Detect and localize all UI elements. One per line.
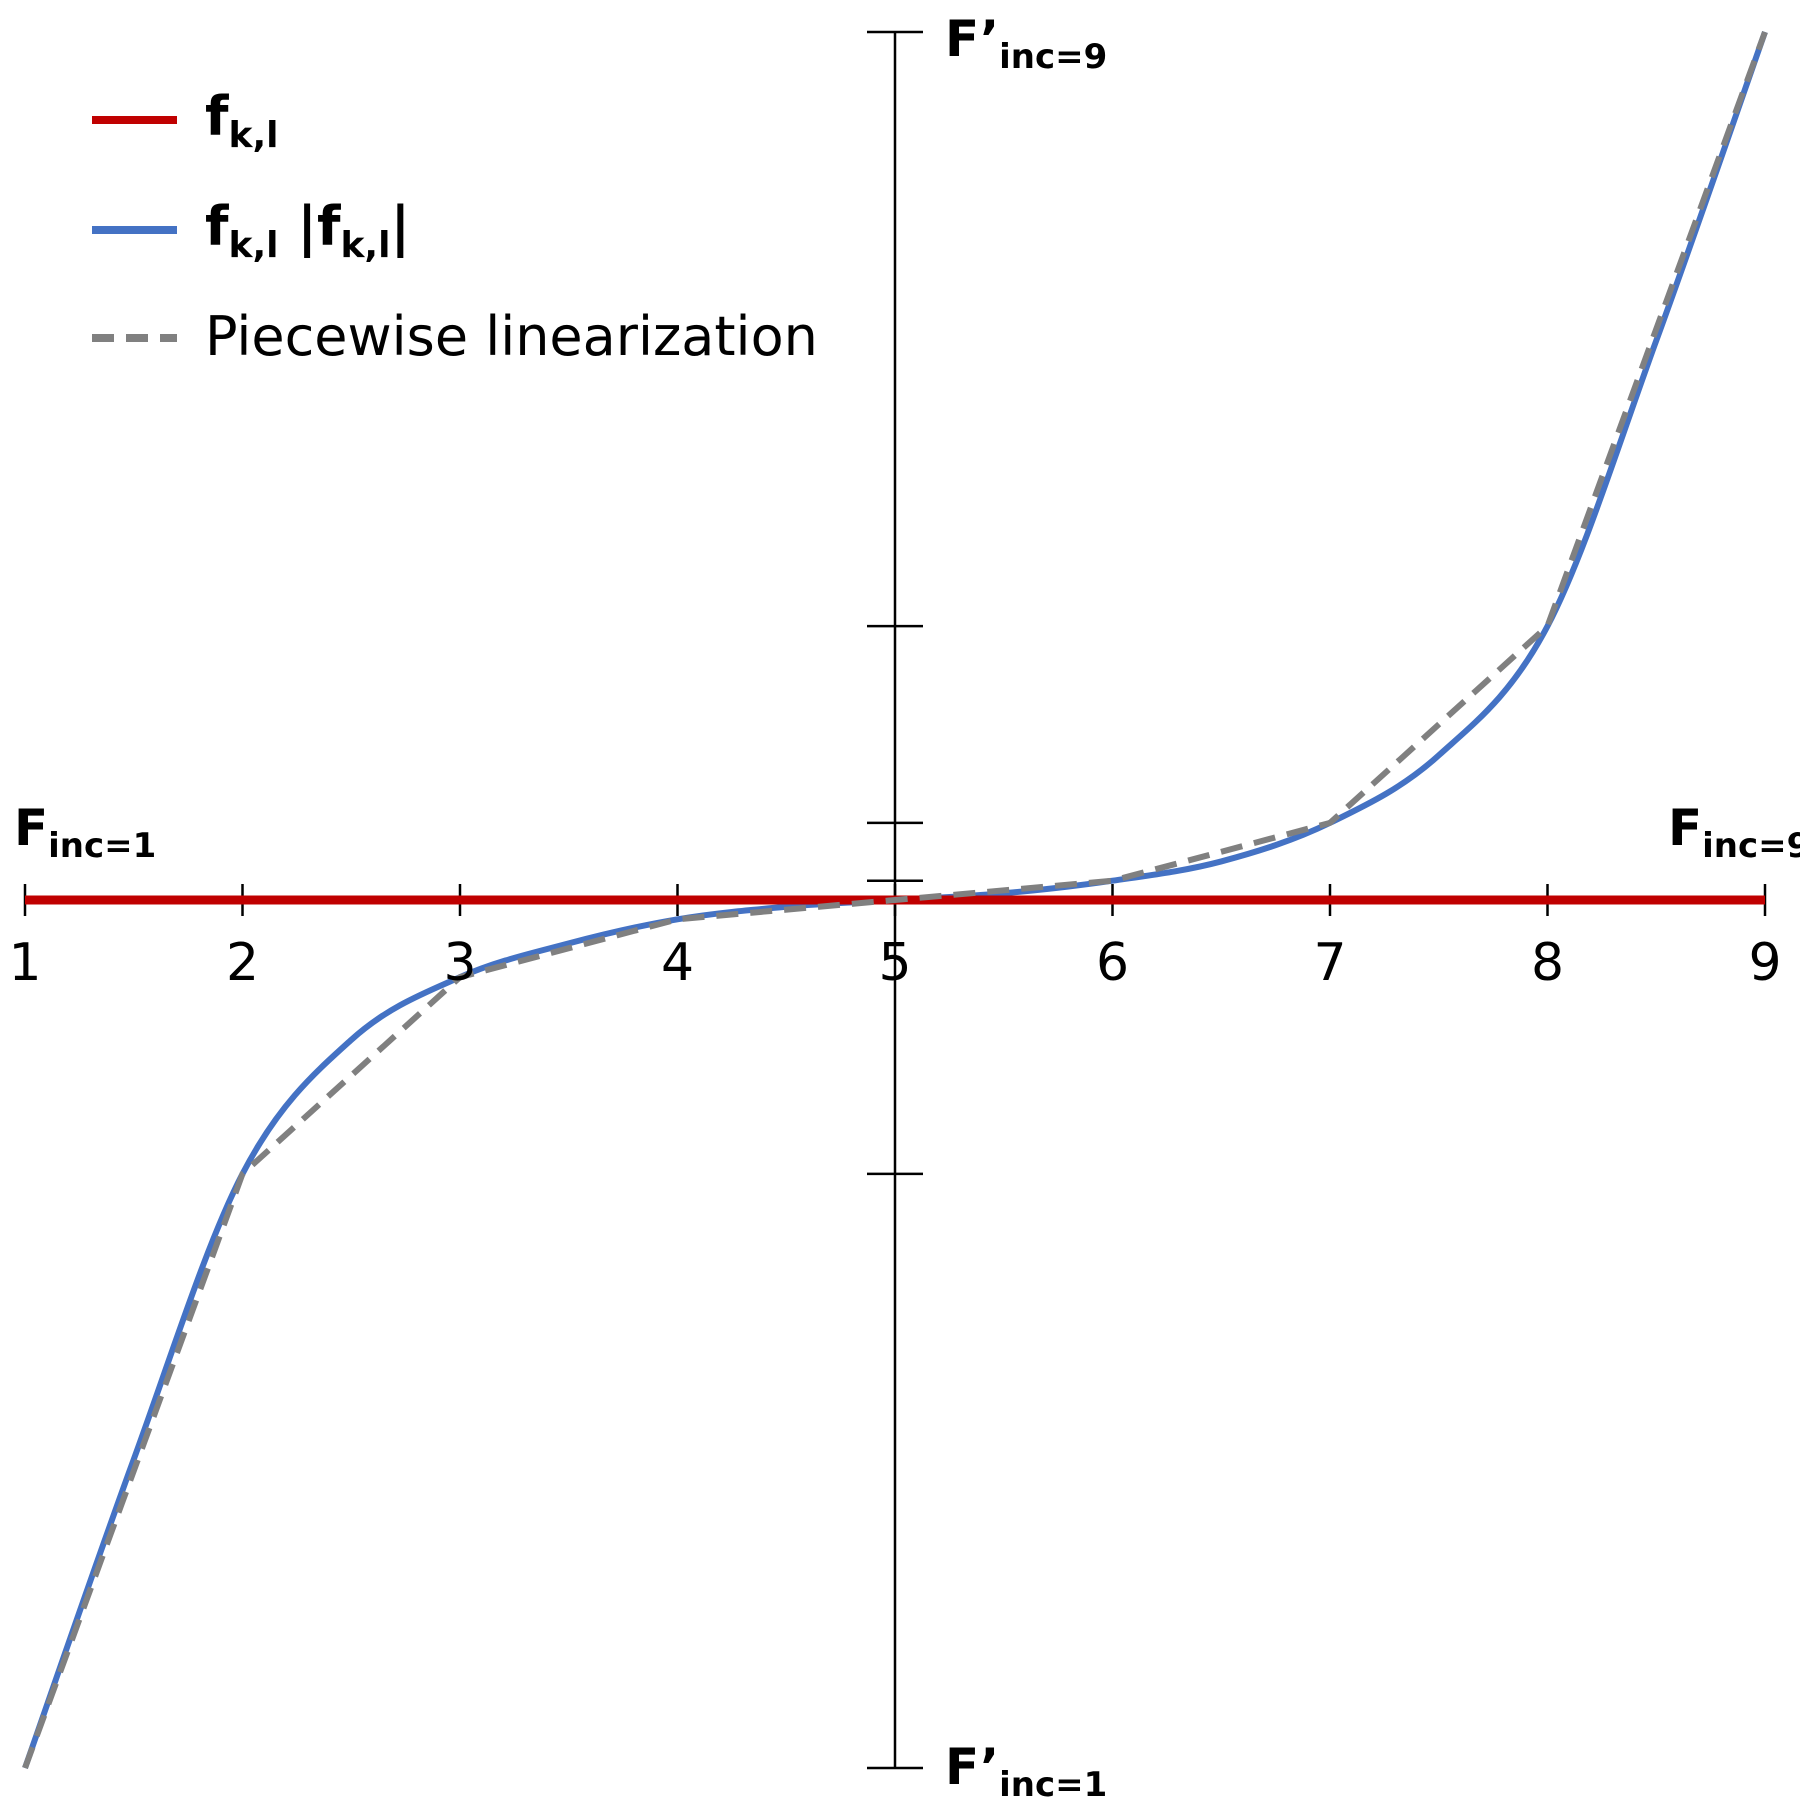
legend: fk,l fk,l |fk,l| Piecewise linearization xyxy=(92,85,818,368)
legend-label-piecewise: Piecewise linearization xyxy=(205,305,818,368)
x-tick-label-2: 3 xyxy=(443,933,476,993)
y-axis-label-bottom: F’inc=1 xyxy=(945,1738,1107,1800)
x-axis-label-left: Finc=1 xyxy=(14,799,156,866)
x-axis-label-right: Finc=9 xyxy=(1668,799,1800,866)
x-tick-label-8: 9 xyxy=(1748,933,1781,993)
legend-label-fkl: fk,l xyxy=(205,85,278,156)
x-tick-label-4: 5 xyxy=(878,933,911,993)
x-tick-label-5: 6 xyxy=(1096,933,1129,993)
x-tick-label-7: 8 xyxy=(1531,933,1564,993)
legend-label-fkl-abs: fk,l |fk,l| xyxy=(205,195,410,266)
series-layer xyxy=(22,30,1768,1770)
x-tick-label-1: 2 xyxy=(226,933,259,993)
x-tick-label-6: 7 xyxy=(1313,933,1346,993)
x-tick-label-0: 1 xyxy=(8,933,41,993)
y-axis-label-top: F’inc=9 xyxy=(945,10,1107,77)
x-tick-label-3: 4 xyxy=(661,933,694,993)
series-2-line xyxy=(22,30,1768,1770)
labels-layer: 1 2 3 4 5 6 7 8 9 xyxy=(8,933,1781,993)
